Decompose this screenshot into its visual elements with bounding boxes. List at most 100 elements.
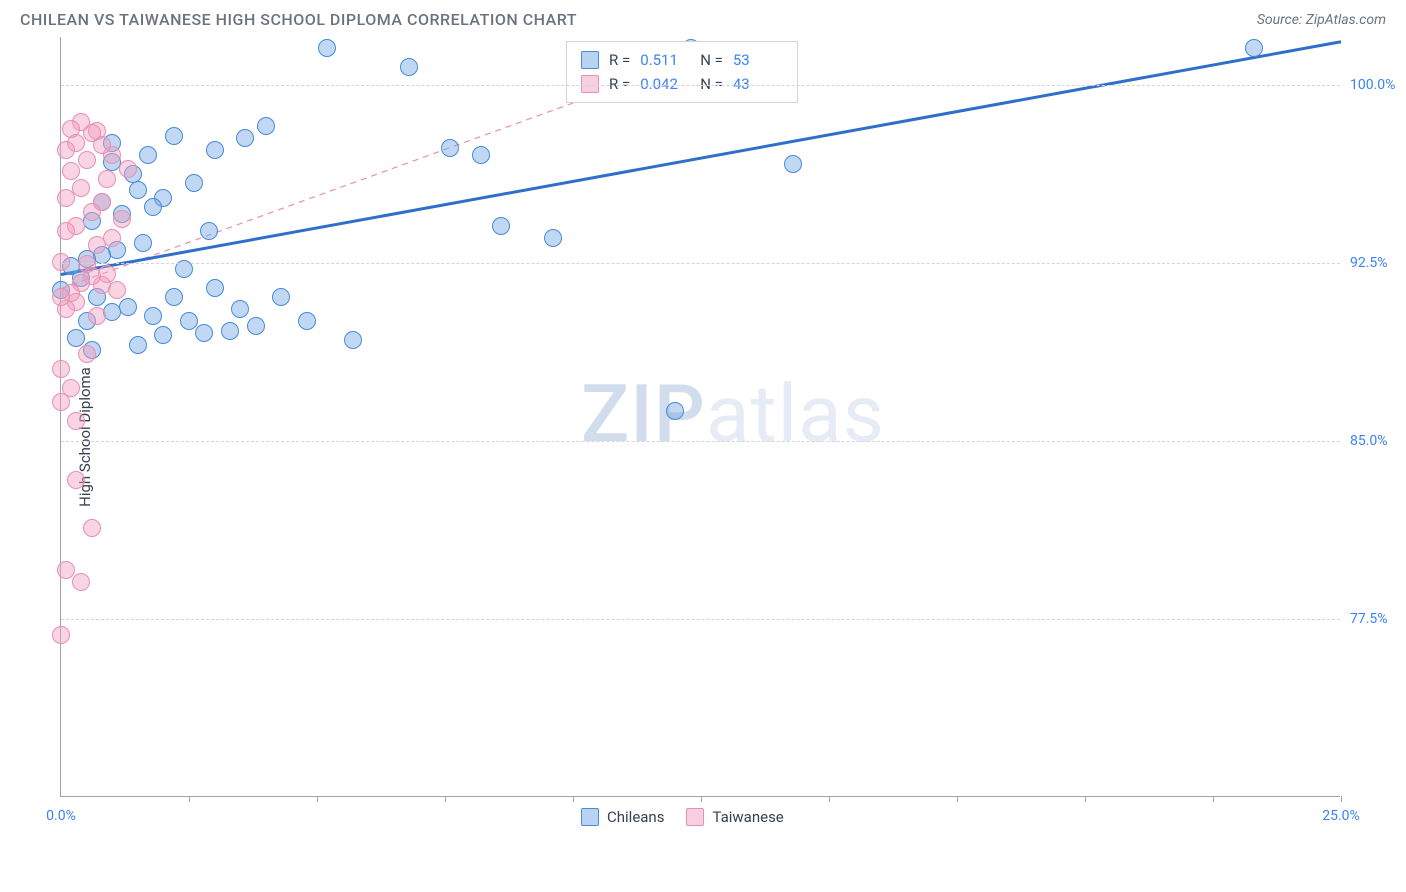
scatter-point (108, 281, 126, 299)
scatter-point (88, 307, 106, 325)
legend-bottom: Chileans Taiwanese (581, 808, 784, 826)
y-tick-label: 85.0% (1350, 433, 1406, 449)
plot-svg (61, 37, 1341, 797)
scatter-point (231, 300, 249, 318)
scatter-point (88, 236, 106, 254)
scatter-point (472, 146, 490, 164)
scatter-point (318, 39, 336, 57)
scatter-point (103, 229, 121, 247)
scatter-point (236, 129, 254, 147)
gridline-h (61, 619, 1340, 620)
scatter-point (129, 336, 147, 354)
scatter-point (298, 312, 316, 330)
scatter-point (103, 303, 121, 321)
scatter-point (52, 253, 70, 271)
scatter-point (67, 329, 85, 347)
stats-row-chileans: R = 0.511 N = 53 (581, 48, 783, 72)
stat-r-label: R = (609, 48, 630, 72)
x-tick (701, 796, 702, 802)
legend-label: Taiwanese (712, 808, 783, 826)
x-tick (1213, 796, 1214, 802)
scatter-point (67, 412, 85, 430)
scatter-point (139, 146, 157, 164)
scatter-point (492, 217, 510, 235)
legend-item-chileans: Chileans (581, 808, 664, 826)
x-tick (957, 796, 958, 802)
scatter-point (78, 151, 96, 169)
gridline-h (61, 263, 1340, 264)
y-tick-label: 77.5% (1350, 611, 1406, 627)
scatter-point (119, 298, 137, 316)
scatter-point (83, 519, 101, 537)
swatch-blue-icon (581, 808, 599, 826)
scatter-point (57, 189, 75, 207)
y-tick-label: 100.0% (1350, 77, 1406, 93)
x-tick-label: 0.0% (46, 808, 76, 824)
scatter-point (257, 117, 275, 135)
gridline-h (61, 441, 1340, 442)
x-tick-label: 25.0% (1322, 808, 1360, 824)
scatter-point (113, 210, 131, 228)
scatter-point (195, 324, 213, 342)
scatter-point (165, 288, 183, 306)
scatter-point (52, 393, 70, 411)
scatter-point (206, 279, 224, 297)
scatter-point (247, 317, 265, 335)
gridline-h (61, 85, 1340, 86)
scatter-point (221, 322, 239, 340)
scatter-point (400, 58, 418, 76)
x-tick (1085, 796, 1086, 802)
stat-n-value: 53 (733, 48, 783, 72)
scatter-point (62, 120, 80, 138)
correlation-stats-box: R = 0.511 N = 53 R = 0.042 N = 43 (566, 41, 798, 103)
scatter-point (1245, 39, 1263, 57)
scatter-point (67, 471, 85, 489)
scatter-point (154, 326, 172, 344)
x-tick (317, 796, 318, 802)
chart-title: CHILEAN VS TAIWANESE HIGH SCHOOL DIPLOMA… (20, 10, 577, 29)
scatter-point (666, 402, 684, 420)
scatter-point (165, 127, 183, 145)
plot-area: ZIPatlas R = 0.511 N = 53 R = 0.042 N = … (60, 37, 1340, 797)
scatter-point (272, 288, 290, 306)
scatter-point (98, 170, 116, 188)
scatter-point (52, 360, 70, 378)
scatter-point (144, 198, 162, 216)
y-tick-label: 92.5% (1350, 255, 1406, 271)
scatter-point (72, 179, 90, 197)
legend-label: Chileans (607, 808, 664, 826)
scatter-point (57, 561, 75, 579)
scatter-point (83, 203, 101, 221)
scatter-point (144, 307, 162, 325)
scatter-point (72, 573, 90, 591)
x-tick (829, 796, 830, 802)
scatter-point (344, 331, 362, 349)
swatch-blue-icon (581, 51, 599, 69)
x-tick (445, 796, 446, 802)
stat-r-value: 0.511 (640, 48, 690, 72)
scatter-point (57, 222, 75, 240)
scatter-point (52, 288, 70, 306)
scatter-point (206, 141, 224, 159)
scatter-point (62, 162, 80, 180)
legend-item-taiwanese: Taiwanese (686, 808, 783, 826)
scatter-point (52, 626, 70, 644)
scatter-point (544, 229, 562, 247)
scatter-point (129, 181, 147, 199)
scatter-point (78, 345, 96, 363)
x-tick (573, 796, 574, 802)
scatter-point (200, 222, 218, 240)
x-tick (189, 796, 190, 802)
scatter-point (784, 155, 802, 173)
chart-source: Source: ZipAtlas.com (1257, 12, 1386, 28)
scatter-point (134, 234, 152, 252)
swatch-pink-icon (686, 808, 704, 826)
x-tick (1341, 796, 1342, 802)
scatter-point (57, 141, 75, 159)
scatter-point (180, 312, 198, 330)
scatter-point (78, 255, 96, 273)
scatter-point (119, 160, 137, 178)
stat-n-label: N = (700, 48, 723, 72)
scatter-point (441, 139, 459, 157)
scatter-point (185, 174, 203, 192)
